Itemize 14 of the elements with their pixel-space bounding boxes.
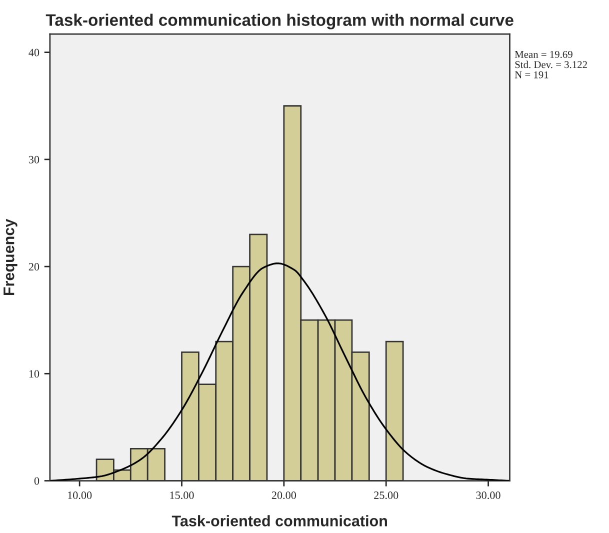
y-tick-label: 40 [28,48,40,56]
text: Mean = 19.69 Std. Dev. = 3.122 N = 191 [514,50,587,78]
x-tick-label: 25.00 [374,492,398,500]
y-tick-label: 20 [28,263,40,271]
x-tick-label: 15.00 [170,492,194,500]
chart-title: Task-oriented communication histogram with normal curve [46,14,514,30]
x-tick-label: 30.00 [476,492,500,500]
x-axis-title: Task-oriented communication [172,515,387,526]
y-axis-title: Frequency [4,218,18,296]
y-tick-label: 0 [34,477,40,485]
y-tick-label: 10 [29,370,40,378]
x-tick-label: 10.00 [68,492,92,500]
y-tick-label: 30 [28,156,40,164]
x-tick-label: 20.00 [272,492,296,500]
